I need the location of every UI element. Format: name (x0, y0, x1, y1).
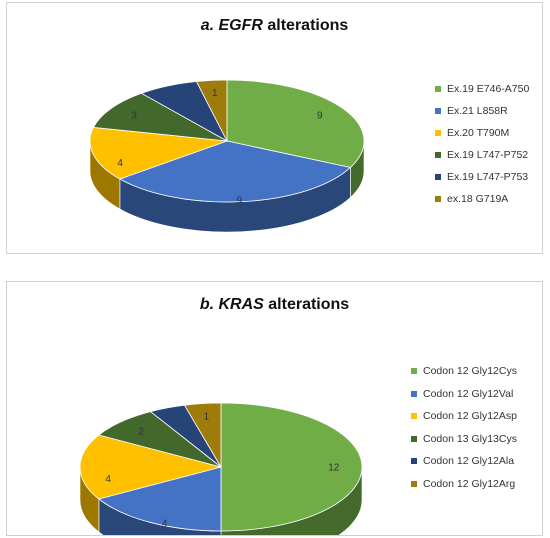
pie-slice-0 (220, 402, 363, 532)
pie-slice-5 (183, 402, 222, 469)
legend-label: Ex.21 L858R (447, 105, 508, 117)
data-label-2: 4 (117, 158, 123, 169)
legend-item: Codon 13 Gly13Cys (411, 428, 517, 451)
title-prefix: b. (199, 296, 219, 313)
pie-slice-0 (226, 79, 365, 168)
pie-data-labels: 12 4 4 2 1 (105, 412, 339, 530)
legend-item: ex.18 G719A (435, 188, 529, 210)
legend-swatch (411, 435, 417, 442)
data-label-2: 4 (105, 474, 111, 485)
legend-item: Ex.20 T790M (435, 122, 529, 144)
kras-chart-panel: b. KRAS alterations 12 4 4 2 1 Codon 12 Gly1… (6, 281, 543, 536)
legend-item: Codon 12 Gly12Cys (411, 360, 517, 383)
pie-chart-svg: 9 9 4 3 1 (89, 79, 365, 233)
chart-title: a. EGFR alterations (7, 17, 542, 35)
title-suffix: alterations (262, 17, 349, 34)
legend-label: Codon 12 Gly12Cys (423, 365, 517, 378)
pie-slice-1 (98, 466, 222, 532)
data-label-1: 9 (236, 195, 242, 206)
title-prefix: a. (200, 17, 219, 34)
legend-label: Codon 12 Gly12Arg (423, 477, 516, 490)
legend-item: Codon 12 Gly12Ala (411, 450, 517, 473)
pie-slice-5 (195, 79, 228, 142)
legend-item: Codon 12 Gly12Val (411, 383, 517, 406)
legend-item: Ex.21 L858R (435, 100, 529, 122)
chart-legend: Ex.19 E746-A750 Ex.21 L858R Ex.20 T790M Ex.… (435, 78, 529, 210)
legend-label: Codon 12 Gly12Val (423, 387, 514, 400)
legend-swatch (435, 130, 441, 136)
legend-swatch (435, 108, 441, 114)
legend-label: Codon 13 Gly13Cys (423, 432, 517, 445)
pie-slices (79, 402, 363, 532)
legend-swatch (411, 368, 417, 375)
chart-legend: Codon 12 Gly12Cys Codon 12 Gly12Val Codon … (411, 360, 517, 495)
data-label-3: 2 (138, 426, 144, 437)
chart-title: b. KRAS alterations (7, 296, 542, 314)
data-label-0: 9 (317, 111, 323, 122)
data-label-3: 3 (131, 111, 137, 122)
legend-swatch (411, 413, 417, 420)
title-suffix: alterations (263, 296, 350, 313)
legend-label: Codon 12 Gly12Ala (423, 455, 515, 468)
data-label-1: 4 (162, 518, 168, 529)
legend-swatch (435, 174, 441, 180)
pie-slices (89, 79, 365, 203)
pie-slice-3 (92, 92, 228, 142)
legend-label: ex.18 G719A (447, 193, 509, 205)
legend-item: Ex.19 L747-P753 (435, 166, 529, 188)
legend-swatch (411, 458, 417, 465)
pie-slice-2 (79, 434, 223, 500)
legend-swatch (435, 152, 441, 158)
legend-label: Ex.19 E746-A750 (447, 83, 530, 95)
data-label-5: 1 (203, 412, 209, 423)
data-label-5: 1 (212, 88, 218, 99)
title-gene: KRAS (218, 296, 264, 313)
legend-label: Ex.19 L747-P752 (447, 149, 529, 161)
title-gene: EGFR (218, 17, 263, 34)
legend-item: Codon 12 Gly12Arg (411, 473, 517, 496)
legend-item: Ex.19 L747-P752 (435, 144, 529, 166)
legend-swatch (435, 196, 441, 202)
legend-label: Ex.19 L747-P753 (447, 171, 529, 183)
legend-item: Ex.19 E746-A750 (435, 78, 529, 100)
pie-data-labels: 9 9 4 3 1 (117, 88, 323, 206)
legend-swatch (435, 86, 441, 92)
legend-label: Ex.20 T790M (447, 127, 510, 139)
legend-item: Codon 12 Gly12Asp (411, 405, 517, 428)
data-label-0: 12 (328, 463, 340, 474)
pie-chart-svg: 12 4 4 2 1 (79, 402, 363, 535)
legend-swatch (411, 390, 417, 397)
legend-label: Codon 12 Gly12Asp (423, 410, 517, 423)
egfr-chart-panel: a. EGFR alterations 9 9 4 3 1 Ex.19 E746-A75… (6, 2, 543, 254)
pie-slice-1 (118, 140, 352, 203)
pie-slice-2 (89, 127, 228, 180)
legend-swatch (411, 480, 417, 487)
